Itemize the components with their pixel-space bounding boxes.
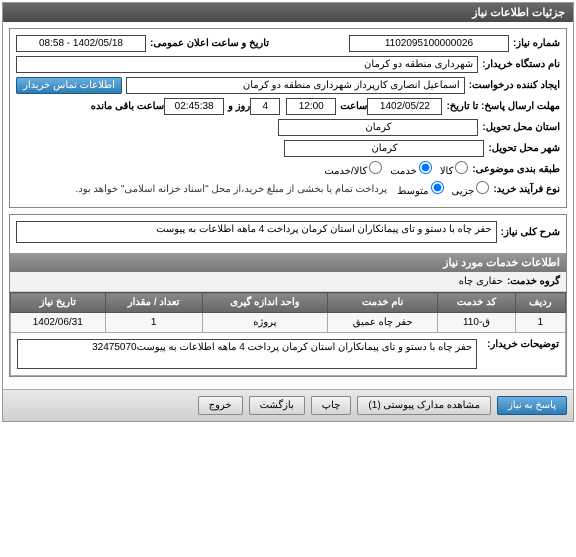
th-name: نام خدمت (328, 293, 438, 313)
main-desc-label: شرح کلی نیاز: (501, 227, 560, 238)
deliver-city-field: کرمان (284, 140, 484, 157)
services-header: اطلاعات خدمات مورد نیاز (10, 253, 566, 272)
buyer-note-label: توضیحات خریدار: (487, 339, 559, 350)
cell-index: 1 (515, 313, 565, 333)
requester-label: ایجاد کننده درخواست: (469, 80, 560, 91)
radio-jozi[interactable]: جزیی (452, 181, 490, 197)
requester-field: اسماعیل انصاری کارپرداز شهرداری منطقه دو… (126, 77, 465, 94)
radio-motevaset[interactable]: متوسط (397, 181, 443, 197)
subject-type-label: طبقه بندی موضوعی: (472, 164, 560, 175)
countdown-field: 02:45:38 (164, 98, 224, 115)
th-qty: تعداد / مقدار (105, 293, 202, 313)
cell-name: حفر چاه عمیق (328, 313, 438, 333)
need-no-label: شماره نیاز: (513, 38, 560, 49)
hour-label: ساعت (340, 101, 367, 112)
announce-label: تاریخ و ساعت اعلان عمومی: (150, 38, 269, 49)
desc-box: شرح کلی نیاز: حفر چاه با دستو و تای پیما… (9, 214, 567, 377)
cell-qty: 1 (105, 313, 202, 333)
details-panel: جزئیات اطلاعات نیاز شماره نیاز: 11020951… (2, 2, 574, 422)
deadline-hour-field: 12:00 (286, 98, 336, 115)
process-label: نوع فرآیند خرید: (493, 184, 560, 195)
attachments-button[interactable]: مشاهده مدارک پیوستی (1) (357, 396, 491, 415)
cell-date: 1402/06/31 (11, 313, 106, 333)
reply-button[interactable]: پاسخ به نیاز (497, 396, 567, 415)
process-radios: جزیی متوسط (397, 181, 489, 197)
th-date: تاریخ نیاز (11, 293, 106, 313)
group-value: حفاری چاه (459, 276, 503, 287)
table-row: 1 ق-110 حفر چاه عمیق پروژه 1 1402/06/31 (11, 313, 566, 333)
group-label: گروه خدمت: (507, 276, 560, 287)
panel-title: جزئیات اطلاعات نیاز (3, 3, 573, 22)
panel-body: شماره نیاز: 1102095100000026 تاریخ و ساع… (3, 22, 573, 389)
buyer-label: نام دستگاه خریدار: (482, 59, 560, 70)
group-row: گروه خدمت: حفاری چاه (10, 272, 566, 292)
buyer-field: شهرداری منطقه دو کرمان (16, 56, 478, 73)
main-desc-field: حفر چاه با دستو و تای پیمانکاران استان ک… (16, 221, 497, 243)
deadline-date-field: 1402/05/22 (367, 98, 442, 115)
th-code: کد خدمت (438, 293, 515, 313)
deliver-province-label: استان محل تحویل: (482, 122, 560, 133)
announce-field: 1402/05/18 - 08:58 (16, 35, 146, 52)
payment-note: پرداخت تمام یا بخشی از مبلغ خرید،از محل … (75, 184, 387, 195)
deliver-province-field: کرمان (278, 119, 478, 136)
info-box: شماره نیاز: 1102095100000026 تاریخ و ساع… (9, 28, 567, 208)
days-left-field: 4 (250, 98, 280, 115)
button-bar: پاسخ به نیاز مشاهده مدارک پیوستی (1) چاپ… (3, 389, 573, 421)
buyer-note-field: حفر چاه با دستو و تای پیمانکاران استان ک… (17, 339, 477, 369)
th-unit: واحد اندازه گیری (202, 293, 327, 313)
exit-button[interactable]: خروج (198, 396, 243, 415)
radio-khadamat[interactable]: خدمت (390, 161, 432, 177)
deadline-label: مهلت ارسال پاسخ: تا تاریخ: (446, 101, 560, 112)
cell-code: ق-110 (438, 313, 515, 333)
services-table: ردیف کد خدمت نام خدمت واحد اندازه گیری ت… (10, 292, 566, 376)
back-button[interactable]: بازگشت (249, 396, 305, 415)
th-index: ردیف (515, 293, 565, 313)
remaining-label: ساعت باقی مانده (91, 101, 164, 112)
buyer-note-row: توضیحات خریدار: حفر چاه با دستو و تای پی… (11, 333, 566, 376)
radio-kala[interactable]: کالا (440, 161, 469, 177)
contact-button[interactable]: اطلاعات تماس خریدار (16, 77, 122, 94)
cell-unit: پروژه (202, 313, 327, 333)
need-no-field: 1102095100000026 (349, 35, 509, 52)
deliver-city-label: شهر محل تحویل: (488, 143, 560, 154)
print-button[interactable]: چاپ (311, 396, 352, 415)
radio-kalakhadamat[interactable]: کالا/خدمت (324, 161, 382, 177)
subject-type-radios: کالا خدمت کالا/خدمت (324, 161, 468, 177)
day-label: روز و (228, 101, 250, 112)
